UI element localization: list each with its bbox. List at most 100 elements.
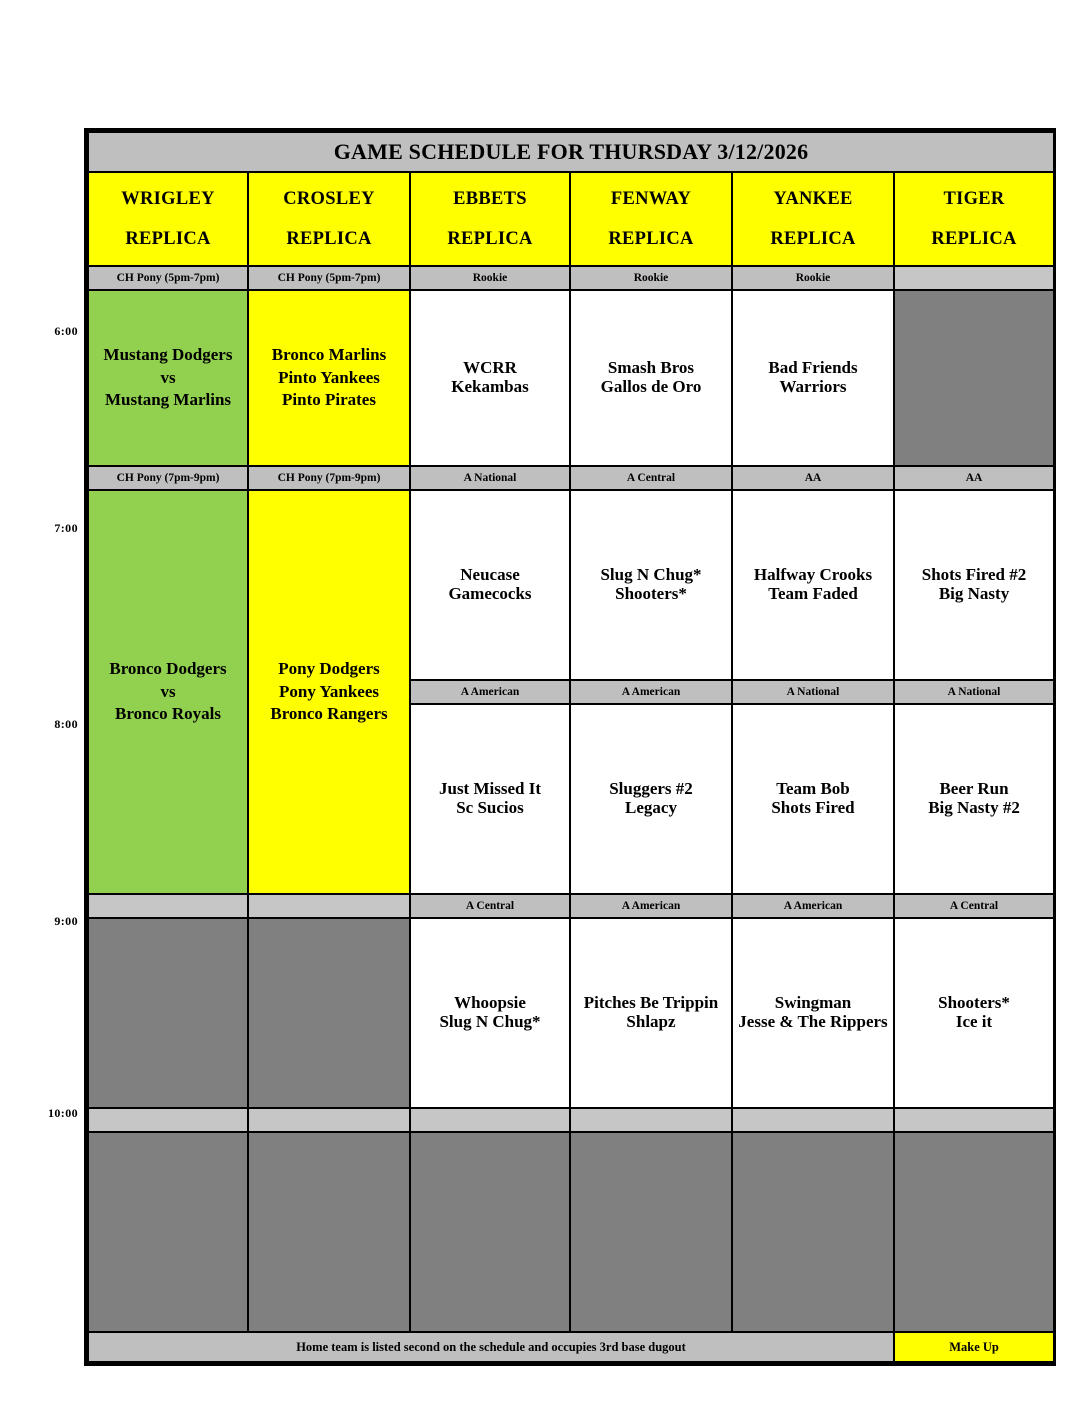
division-label: A Central: [409, 893, 571, 919]
division-label: A American: [409, 679, 571, 705]
away-team: Mustang Dodgers: [103, 345, 233, 365]
away-team: Neucase: [460, 564, 520, 584]
matchup-cell-wrigley-7-8[interactable]: Bronco Dodgers vs Bronco Royals: [87, 489, 249, 895]
division-label: CH Pony (5pm-7pm): [247, 265, 411, 291]
home-team: Shots Fired: [771, 798, 855, 817]
division-label: CH Pony (7pm-9pm): [87, 465, 249, 491]
field-name: YANKEE: [773, 188, 853, 209]
division-label-empty: [892, 265, 1056, 291]
game-cell-ebbets-7[interactable]: Neucase Gamecocks: [409, 489, 571, 681]
away-team: Sluggers #2: [609, 778, 693, 798]
home-team: Gamecocks: [448, 584, 532, 603]
game-cell-tiger-8[interactable]: Beer Run Big Nasty #2: [892, 703, 1056, 895]
field-sub: REPLICA: [125, 229, 211, 249]
division-label: A American: [569, 679, 733, 705]
away-team: Beer Run: [939, 778, 1009, 798]
field-header-crosley: CROSLEY REPLICA: [247, 171, 411, 267]
time-label-8: 8:00: [54, 717, 78, 731]
blocked-cell-ebbets-10: [409, 1131, 571, 1333]
home-team: Big Nasty: [938, 584, 1010, 603]
division-label-empty: [247, 893, 411, 919]
home-team: Gallos de Oro: [600, 377, 702, 396]
schedule-grid: GAME SCHEDULE FOR THURSDAY 3/12/2026 WRI…: [84, 128, 1056, 1366]
away-team: Shots Fired #2: [921, 564, 1027, 584]
division-label: AA: [731, 465, 895, 491]
game-cell-tiger-9[interactable]: Shooters* Ice it: [892, 917, 1056, 1109]
home-team: Ice it: [955, 1012, 993, 1031]
field-sub: REPLICA: [770, 229, 856, 249]
blocked-cell-crosley-9: [247, 917, 411, 1109]
blocked-cell-wrigley-10: [87, 1131, 249, 1333]
division-label-empty: [892, 1107, 1056, 1133]
blocked-cell-fenway-10: [569, 1131, 733, 1333]
blocked-cell-wrigley-9: [87, 917, 249, 1109]
time-gutter: 6:00 7:00 8:00 9:00 10:00: [0, 0, 86, 1408]
away-team: Swingman: [774, 992, 852, 1012]
matchup-cell-wrigley-6[interactable]: Mustang Dodgers vs Mustang Marlins: [87, 289, 249, 467]
division-label-empty: [409, 1107, 571, 1133]
blocked-cell-tiger-6: [892, 289, 1056, 467]
game-cell-yankee-7[interactable]: Halfway Crooks Team Faded: [731, 489, 895, 681]
away-team: Slug N Chug*: [600, 564, 702, 584]
division-label: A American: [731, 893, 895, 919]
matchup-cell-crosley-7-8[interactable]: Pony Dodgers Pony Yankees Bronco Rangers: [247, 489, 411, 895]
field-name: EBBETS: [453, 188, 527, 209]
division-label-empty: [569, 1107, 733, 1133]
division-label: A Central: [569, 465, 733, 491]
home-team: Team Faded: [768, 584, 858, 603]
home-team: Kekambas: [451, 377, 529, 396]
team-line-2: Pony Yankees: [279, 681, 379, 701]
footer-note: Home team is listed second on the schedu…: [87, 1331, 895, 1363]
home-team: Mustang Marlins: [104, 390, 232, 410]
division-label: AA: [892, 465, 1056, 491]
team-line-3: Bronco Rangers: [270, 704, 388, 724]
division-label: A Central: [892, 893, 1056, 919]
game-cell-ebbets-8[interactable]: Just Missed It Sc Sucios: [409, 703, 571, 895]
makeup-badge: Make Up: [892, 1331, 1056, 1363]
home-team: Slug N Chug*: [439, 1012, 541, 1031]
game-cell-fenway-8[interactable]: Sluggers #2 Legacy: [569, 703, 733, 895]
team-line-1: Bronco Marlins: [271, 345, 387, 365]
away-team: Bronco Dodgers: [109, 659, 227, 679]
division-label: A National: [892, 679, 1056, 705]
away-team: Just Missed It: [438, 778, 541, 798]
team-line-3: Pinto Pirates: [282, 390, 376, 410]
away-team: Bad Friends: [768, 357, 858, 377]
home-team: Bronco Royals: [115, 704, 221, 724]
away-team: Whoopsie: [454, 992, 526, 1012]
home-team: Shlapz: [626, 1012, 676, 1031]
game-cell-fenway-6[interactable]: Smash Bros Gallos de Oro: [569, 289, 733, 467]
division-label-empty: [87, 1107, 249, 1133]
field-header-yankee: YANKEE REPLICA: [731, 171, 895, 267]
division-label-empty: [247, 1107, 411, 1133]
field-name: TIGER: [943, 188, 1005, 209]
matchup-cell-crosley-6[interactable]: Bronco Marlins Pinto Yankees Pinto Pirat…: [247, 289, 411, 467]
time-label-10: 10:00: [48, 1106, 78, 1120]
division-label: A American: [569, 893, 733, 919]
vs-label: vs: [160, 367, 176, 387]
game-cell-ebbets-9[interactable]: Whoopsie Slug N Chug*: [409, 917, 571, 1109]
home-team: Shooters*: [615, 584, 687, 603]
time-label-9: 9:00: [54, 914, 78, 928]
field-header-wrigley: WRIGLEY REPLICA: [87, 171, 249, 267]
home-team: Jesse & The Rippers: [738, 1012, 888, 1031]
away-team: WCRR: [463, 357, 517, 377]
division-label: CH Pony (5pm-7pm): [87, 265, 249, 291]
game-cell-tiger-7[interactable]: Shots Fired #2 Big Nasty: [892, 489, 1056, 681]
game-cell-ebbets-6[interactable]: WCRR Kekambas: [409, 289, 571, 467]
field-name: CROSLEY: [283, 188, 375, 209]
game-cell-fenway-9[interactable]: Pitches Be Trippin Shlapz: [569, 917, 733, 1109]
time-label-6: 6:00: [54, 324, 78, 338]
game-cell-yankee-8[interactable]: Team Bob Shots Fired: [731, 703, 895, 895]
blocked-cell-tiger-10: [892, 1131, 1056, 1333]
page-title: GAME SCHEDULE FOR THURSDAY 3/12/2026: [86, 131, 1056, 173]
away-team: Smash Bros: [607, 357, 695, 377]
team-line-1: Pony Dodgers: [278, 659, 380, 679]
game-cell-yankee-6[interactable]: Bad Friends Warriors: [731, 289, 895, 467]
division-label: Rookie: [731, 265, 895, 291]
game-cell-yankee-9[interactable]: Swingman Jesse & The Rippers: [731, 917, 895, 1109]
home-team: Sc Sucios: [456, 798, 524, 817]
game-cell-fenway-7[interactable]: Slug N Chug* Shooters*: [569, 489, 733, 681]
home-team: Warriors: [779, 377, 847, 396]
